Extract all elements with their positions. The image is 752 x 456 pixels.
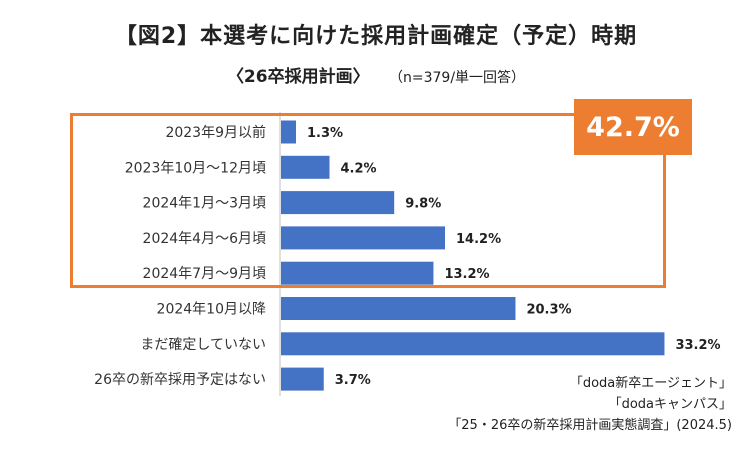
category-label: 2024年10月以降 bbox=[157, 302, 266, 318]
source-line-3: 「25・26卒の新卒採用計画実態調査」(2024.5) bbox=[448, 418, 732, 433]
chart-title: 【図2】本選考に向けた採用計画確定（予定）時期 bbox=[114, 24, 638, 49]
category-label: 2023年10月～12月頃 bbox=[125, 160, 266, 176]
value-label: 3.7% bbox=[335, 373, 371, 388]
value-label: 4.2% bbox=[341, 161, 377, 176]
bar bbox=[281, 297, 516, 320]
source-line-1: 「doda新卒エージェント」 bbox=[569, 376, 732, 391]
highlight-badge: 42.7% bbox=[574, 99, 692, 155]
bar bbox=[281, 191, 395, 215]
value-label: 13.2% bbox=[444, 267, 489, 282]
category-label: 2024年4月～6月頃 bbox=[143, 231, 266, 247]
category-label: 2024年7月～9月頃 bbox=[143, 266, 266, 282]
source-note: 「doda新卒エージェント」 「dodaキャンパス」 「25・26卒の新卒採用計… bbox=[448, 373, 732, 436]
sample-note: （n=379/単一回答） bbox=[389, 70, 526, 86]
subtitle-main: 〈26卒採用計画〉 bbox=[226, 67, 370, 87]
bars-layer: 2023年9月以前 1.3% 2023年10月～12月頃 4.2% 2024年1月～3月… bbox=[94, 120, 721, 391]
category-label: 2023年9月以前 bbox=[165, 124, 266, 141]
bar bbox=[281, 155, 330, 179]
bar bbox=[281, 332, 665, 356]
category-label: まだ確定していない bbox=[140, 337, 266, 353]
value-label: 9.8% bbox=[405, 197, 441, 212]
category-label: 26卒の新卒採用予定はない bbox=[94, 372, 266, 388]
value-label: 1.3% bbox=[307, 126, 343, 141]
source-line-2: 「dodaキャンパス」 bbox=[608, 397, 732, 412]
bar bbox=[281, 261, 434, 285]
category-label: 2024年1月～3月頃 bbox=[143, 196, 266, 212]
value-label: 20.3% bbox=[526, 303, 571, 318]
value-label: 14.2% bbox=[456, 232, 501, 247]
bar bbox=[281, 120, 297, 144]
bar bbox=[281, 367, 324, 391]
bar bbox=[281, 226, 446, 250]
value-label: 33.2% bbox=[675, 338, 720, 353]
highlight-box bbox=[70, 113, 666, 288]
chart-subtitle: 〈26卒採用計画〉 （n=379/単一回答） bbox=[0, 62, 752, 87]
